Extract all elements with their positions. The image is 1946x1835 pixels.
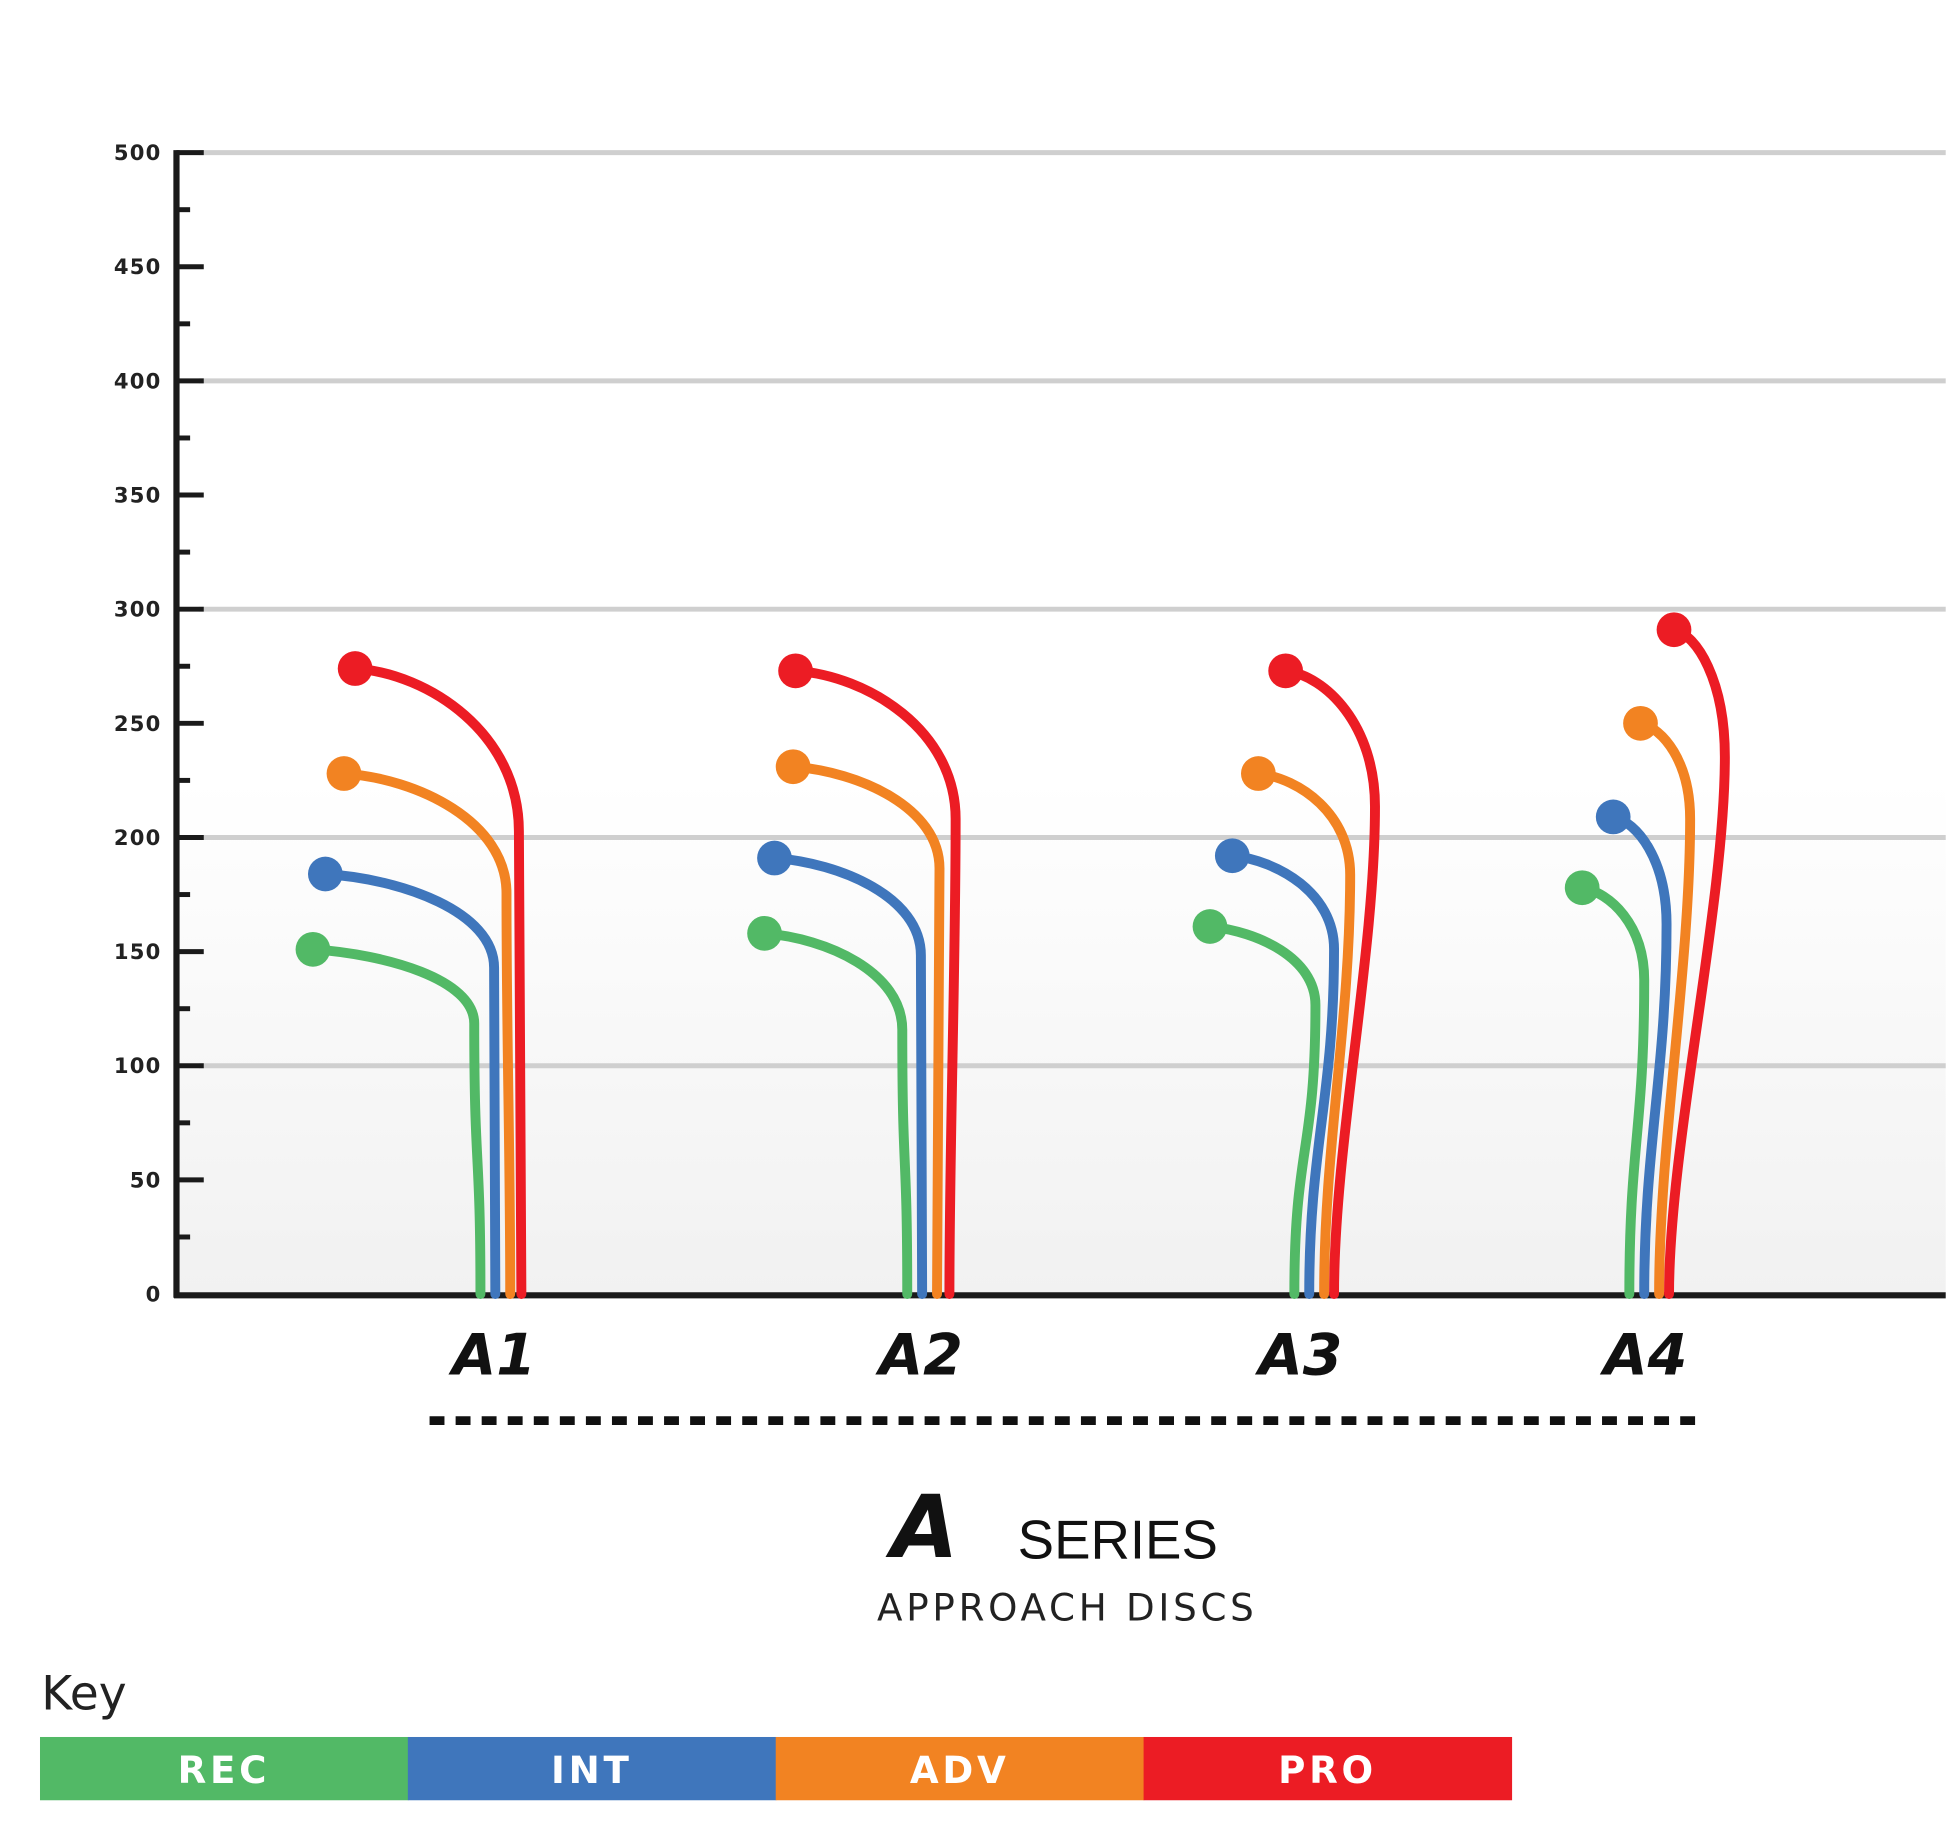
legend-label: INT bbox=[551, 1748, 633, 1792]
legend-label: REC bbox=[178, 1748, 271, 1792]
flight-group-a2 bbox=[747, 653, 961, 1300]
flight-path-a1-int bbox=[320, 869, 501, 1300]
y-tick-label: 150 bbox=[114, 939, 162, 964]
category-label: A3 bbox=[1255, 1323, 1343, 1389]
y-tick-label: 250 bbox=[114, 711, 162, 736]
category-label: A2 bbox=[875, 1323, 963, 1389]
flight-path-a2-pro bbox=[790, 665, 961, 1300]
flight-endpoint-a4-adv bbox=[1623, 705, 1658, 741]
legend-label: ADV bbox=[910, 1748, 1010, 1792]
flight-endpoint-a4-rec bbox=[1564, 870, 1600, 906]
flight-path-a2-int bbox=[769, 853, 928, 1300]
flight-endpoint-a2-int bbox=[757, 840, 792, 876]
flight-endpoint-a1-adv bbox=[326, 756, 362, 791]
y-tick-label: 0 bbox=[146, 1281, 162, 1306]
flight-endpoint-a3-int bbox=[1214, 838, 1250, 874]
flight-path-a3-rec bbox=[1205, 921, 1321, 1300]
flight-endpoint-a1-rec bbox=[295, 931, 331, 967]
flight-endpoint-a2-pro bbox=[778, 653, 813, 689]
flight-group-a4 bbox=[1564, 612, 1730, 1300]
flight-endpoint-a3-adv bbox=[1240, 756, 1276, 791]
flight-endpoint-a1-int bbox=[307, 856, 343, 892]
legend-title: Key bbox=[41, 1667, 126, 1722]
y-tick-label: 500 bbox=[114, 140, 162, 165]
flight-endpoint-a2-adv bbox=[775, 749, 811, 785]
flight-group-a1 bbox=[295, 651, 527, 1300]
flight-endpoint-a4-pro bbox=[1656, 612, 1692, 648]
flight-path-a1-rec bbox=[307, 944, 486, 1300]
y-tick-label: 100 bbox=[114, 1053, 162, 1078]
flight-group-a3 bbox=[1192, 653, 1380, 1300]
category-label: A4 bbox=[1600, 1323, 1688, 1389]
flight-path-a4-int bbox=[1608, 811, 1672, 1300]
legend-swatch-rec bbox=[39, 1736, 409, 1801]
flight-path-a3-adv bbox=[1253, 768, 1356, 1300]
flight-path-a1-adv bbox=[339, 768, 516, 1300]
flight-path-a3-int bbox=[1227, 850, 1340, 1300]
category-label: A1 bbox=[448, 1323, 536, 1389]
flight-endpoint-a3-rec bbox=[1192, 909, 1228, 944]
legend-swatch-pro bbox=[1143, 1736, 1513, 1801]
flight-endpoint-a2-rec bbox=[747, 915, 782, 951]
y-tick-label: 400 bbox=[114, 368, 162, 393]
flight-path-a3-pro bbox=[1280, 665, 1380, 1300]
y-tick-label: 300 bbox=[114, 597, 162, 622]
svg-text:A: A bbox=[885, 1477, 958, 1578]
flight-path-a2-rec bbox=[759, 928, 913, 1300]
y-tick-label: 450 bbox=[114, 254, 162, 279]
y-tick-label: 350 bbox=[114, 482, 162, 507]
flight-endpoint-a3-pro bbox=[1268, 653, 1304, 689]
legend-swatch-int bbox=[407, 1736, 777, 1801]
flight-path-a4-pro bbox=[1664, 624, 1730, 1300]
y-tick-label: 50 bbox=[130, 1167, 162, 1192]
legend-label: PRO bbox=[1278, 1748, 1377, 1792]
legend: REC INT ADV PRO bbox=[39, 1736, 1513, 1801]
series-logo: A SERIES bbox=[885, 1477, 1218, 1578]
flight-path-a4-adv bbox=[1635, 718, 1696, 1300]
flight-path-a1-pro bbox=[350, 663, 527, 1300]
flight-endpoint-a1-pro bbox=[337, 651, 373, 686]
chart-subtitle: APPROACH DISCS bbox=[877, 1585, 1257, 1629]
flight-path-a4-rec bbox=[1577, 882, 1650, 1300]
legend-swatch-adv bbox=[775, 1736, 1145, 1801]
series-label: SERIES bbox=[1018, 1509, 1218, 1570]
y-tick-label: 200 bbox=[114, 825, 162, 850]
flight-endpoint-a4-int bbox=[1595, 799, 1631, 835]
flight-path-a2-adv bbox=[788, 761, 945, 1300]
